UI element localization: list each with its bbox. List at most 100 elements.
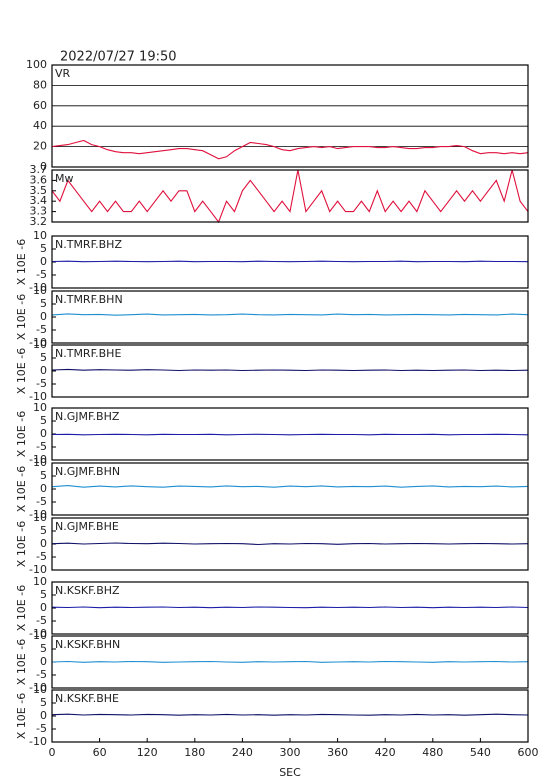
y-tick-label: -10 xyxy=(29,563,47,576)
data-line xyxy=(51,139,529,160)
y-axis-label: X 10E -6 xyxy=(15,239,28,285)
y-axis-label: X 10E -6 xyxy=(15,639,28,685)
x-tick-label: 0 xyxy=(49,746,56,759)
series-label: N.TMRF.BHN xyxy=(55,293,123,306)
series-label: N.KSKF.BHE xyxy=(55,692,119,705)
series-label: VR xyxy=(55,67,71,80)
y-tick-label: -10 xyxy=(29,390,47,403)
y-tick-label: 5 xyxy=(40,242,47,255)
y-tick-label: 10 xyxy=(33,229,47,242)
x-tick-label: 420 xyxy=(375,746,396,759)
panel-frame xyxy=(51,169,529,223)
y-tick-label: -10 xyxy=(29,453,47,466)
y-tick-label: 10 xyxy=(33,511,47,524)
y-tick-label: 10 xyxy=(33,575,47,588)
panel-frame xyxy=(51,581,529,635)
y-tick-label: 60 xyxy=(33,99,47,112)
y-tick-label: 0 xyxy=(40,160,47,173)
series-label: Mw xyxy=(55,172,74,185)
y-axis-label: X 10E -6 xyxy=(15,466,28,512)
y-tick-label: -10 xyxy=(29,336,47,349)
panel-frame xyxy=(51,635,529,689)
y-tick-label: 5 xyxy=(40,696,47,709)
y-tick-label: 10 xyxy=(33,338,47,351)
data-line xyxy=(51,313,529,316)
y-tick-label: -5 xyxy=(36,722,47,735)
panel-frame xyxy=(51,462,529,516)
y-tick-label: 10 xyxy=(33,401,47,414)
y-tick-label: 80 xyxy=(33,78,47,91)
series-label: N.TMRF.BHE xyxy=(55,347,121,360)
data-line xyxy=(51,260,529,263)
data-line xyxy=(51,660,529,663)
y-tick-label: 40 xyxy=(33,119,47,132)
y-tick-label: 3.5 xyxy=(30,184,48,197)
chart-title: 2022/07/27 19:50 xyxy=(60,50,177,65)
y-axis-label: X 10E -6 xyxy=(15,585,28,631)
y-tick-label: 0 xyxy=(40,482,47,495)
panel-frame xyxy=(51,344,529,398)
y-tick-label: -5 xyxy=(36,268,47,281)
y-tick-label: 3.6 xyxy=(30,173,48,186)
y-tick-label: 5 xyxy=(40,524,47,537)
y-tick-label: -10 xyxy=(29,627,47,640)
y-tick-label: 10 xyxy=(33,629,47,642)
y-tick-label: 5 xyxy=(40,588,47,601)
y-tick-label: -10 xyxy=(29,281,47,294)
y-tick-label: 5 xyxy=(40,351,47,364)
data-line xyxy=(51,368,529,372)
series-label: N.GJMF.BHZ xyxy=(55,410,120,423)
y-tick-label: 10 xyxy=(33,284,47,297)
y-tick-label: -5 xyxy=(36,495,47,508)
y-axis-label: X 10E -6 xyxy=(15,294,28,340)
panel-frame xyxy=(51,689,529,743)
x-tick-label: 480 xyxy=(422,746,443,759)
y-tick-label: 20 xyxy=(33,140,47,153)
y-tick-label: 0 xyxy=(40,255,47,268)
data-line xyxy=(51,542,529,546)
data-line xyxy=(51,433,529,436)
y-tick-label: -10 xyxy=(29,681,47,694)
series-label: N.KSKF.BHN xyxy=(55,638,120,651)
x-tick-label: 60 xyxy=(93,746,107,759)
panel-frame xyxy=(51,407,529,461)
y-tick-label: 3.7 xyxy=(30,163,48,176)
panel-frame xyxy=(51,64,529,168)
y-tick-label: 5 xyxy=(40,297,47,310)
y-tick-label: -5 xyxy=(36,614,47,627)
y-tick-label: 0 xyxy=(40,601,47,614)
y-tick-label: 10 xyxy=(33,456,47,469)
y-tick-label: 5 xyxy=(40,469,47,482)
x-axis-label: SEC xyxy=(279,766,301,779)
series-label: N.GJMF.BHE xyxy=(55,520,119,533)
x-tick-label: 120 xyxy=(137,746,158,759)
y-tick-label: -5 xyxy=(36,377,47,390)
y-tick-label: -5 xyxy=(36,550,47,563)
y-tick-label: -10 xyxy=(29,508,47,521)
x-tick-label: 240 xyxy=(232,746,253,759)
x-tick-label: 600 xyxy=(518,746,539,759)
y-tick-label: 5 xyxy=(40,414,47,427)
y-tick-label: -5 xyxy=(36,323,47,336)
y-tick-label: 3.2 xyxy=(30,215,48,228)
x-tick-label: 300 xyxy=(280,746,301,759)
y-axis-label: X 10E -6 xyxy=(15,521,28,567)
y-tick-label: -5 xyxy=(36,440,47,453)
y-tick-label: 10 xyxy=(33,683,47,696)
data-line xyxy=(51,485,529,488)
y-tick-label: 5 xyxy=(40,642,47,655)
panel-frame xyxy=(51,235,529,289)
x-tick-label: 180 xyxy=(184,746,205,759)
y-axis-label: X 10E -6 xyxy=(15,348,28,394)
y-tick-label: 0 xyxy=(40,427,47,440)
y-tick-label: 0 xyxy=(40,364,47,377)
data-line xyxy=(51,606,529,609)
series-label: N.TMRF.BHZ xyxy=(55,238,122,251)
x-tick-label: 360 xyxy=(327,746,348,759)
panel-frame xyxy=(51,290,529,344)
y-tick-label: -5 xyxy=(36,668,47,681)
x-tick-label: 540 xyxy=(470,746,491,759)
y-tick-label: 3.3 xyxy=(30,205,48,218)
y-axis-label: X 10E -6 xyxy=(15,411,28,457)
y-tick-label: 0 xyxy=(40,655,47,668)
